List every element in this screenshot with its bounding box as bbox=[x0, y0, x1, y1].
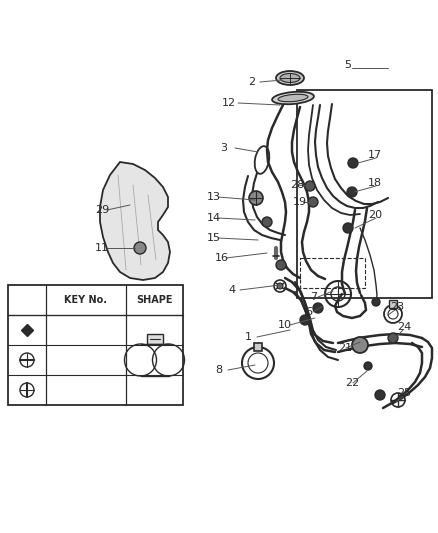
Circle shape bbox=[388, 333, 398, 343]
Text: 8: 8 bbox=[215, 365, 222, 375]
Text: 16: 16 bbox=[215, 253, 229, 263]
Circle shape bbox=[364, 362, 372, 370]
Text: 24: 24 bbox=[397, 322, 411, 332]
Text: 25: 25 bbox=[397, 388, 411, 398]
Text: 18: 18 bbox=[368, 178, 382, 188]
Polygon shape bbox=[100, 162, 170, 280]
Bar bbox=[297, 90, 432, 298]
Bar bbox=[389, 300, 397, 308]
Ellipse shape bbox=[276, 71, 304, 85]
Circle shape bbox=[262, 217, 272, 227]
Text: 19: 19 bbox=[293, 197, 307, 207]
Bar bbox=[300, 258, 365, 288]
Text: 10: 10 bbox=[278, 320, 292, 330]
Text: 22: 22 bbox=[345, 378, 359, 388]
Bar bbox=[254, 343, 262, 351]
Bar bbox=[8, 285, 183, 405]
Circle shape bbox=[276, 260, 286, 270]
Circle shape bbox=[300, 315, 310, 325]
Circle shape bbox=[277, 283, 283, 289]
Text: 17: 17 bbox=[368, 150, 382, 160]
Text: 4: 4 bbox=[228, 285, 235, 295]
Ellipse shape bbox=[278, 94, 308, 102]
Text: 3: 3 bbox=[220, 143, 227, 153]
Text: 11: 11 bbox=[95, 243, 109, 253]
Circle shape bbox=[343, 223, 353, 233]
Circle shape bbox=[375, 390, 385, 400]
Circle shape bbox=[352, 337, 368, 353]
Circle shape bbox=[305, 181, 315, 191]
Circle shape bbox=[313, 303, 323, 313]
Circle shape bbox=[134, 242, 146, 254]
Text: 12: 12 bbox=[222, 98, 236, 108]
Text: 21: 21 bbox=[338, 343, 352, 353]
Text: 7: 7 bbox=[310, 292, 317, 302]
Bar bbox=[146, 334, 162, 344]
Ellipse shape bbox=[280, 74, 300, 83]
Text: 5: 5 bbox=[344, 60, 351, 70]
Text: 2: 2 bbox=[248, 77, 255, 87]
Text: 20: 20 bbox=[368, 210, 382, 220]
Circle shape bbox=[347, 187, 357, 197]
Circle shape bbox=[348, 158, 358, 168]
Text: 28: 28 bbox=[290, 180, 304, 190]
Text: 23: 23 bbox=[390, 302, 404, 312]
Ellipse shape bbox=[272, 92, 314, 104]
Text: KEY No.: KEY No. bbox=[64, 295, 107, 305]
Circle shape bbox=[249, 191, 263, 205]
Text: 29: 29 bbox=[95, 205, 109, 215]
Text: 15: 15 bbox=[207, 233, 221, 243]
Text: 6: 6 bbox=[305, 307, 312, 317]
Text: 14: 14 bbox=[207, 213, 221, 223]
Circle shape bbox=[308, 197, 318, 207]
Circle shape bbox=[372, 298, 380, 306]
Text: 1: 1 bbox=[245, 332, 252, 342]
Text: SHAPE: SHAPE bbox=[136, 295, 173, 305]
Text: 13: 13 bbox=[207, 192, 221, 202]
